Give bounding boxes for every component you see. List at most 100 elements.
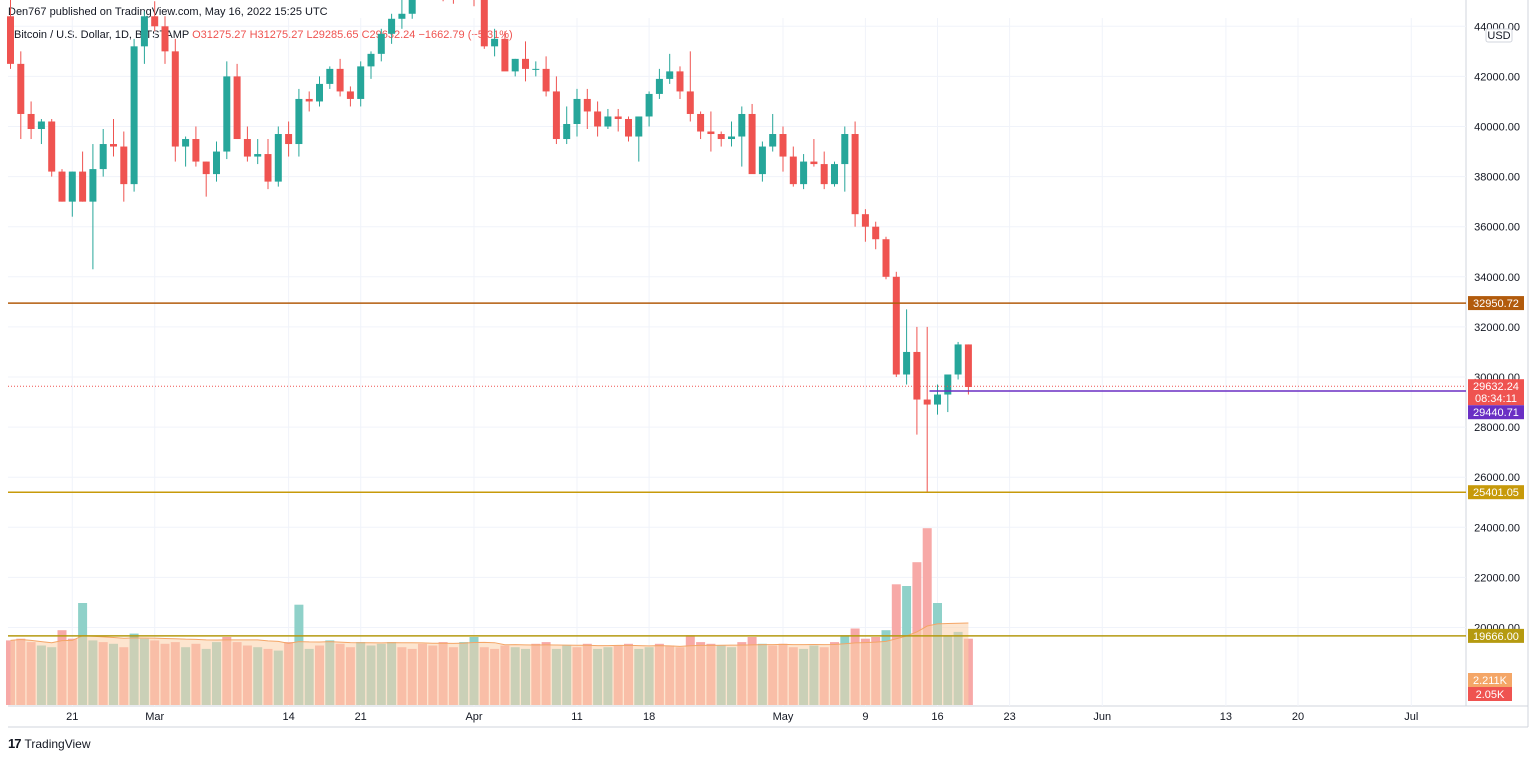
price-tags: 32950.72 25401.05 19666.00 29632.2408:34:11… xyxy=(1468,296,1524,701)
time-axis[interactable]: 21 Mar 14 21 Apr 11 18 May 9 16 23 Jun 13 20 Jul xyxy=(66,711,1418,723)
candle-body xyxy=(295,98,303,145)
volume-tag-label: 2.05K xyxy=(1476,689,1505,701)
candle-body xyxy=(68,171,76,202)
candle-body xyxy=(748,113,756,175)
candle-body xyxy=(882,239,890,277)
level-tag-label: 32950.72 xyxy=(1473,298,1519,310)
level-tag xyxy=(1468,628,1524,643)
volume-ma-area xyxy=(10,622,969,705)
candle-body xyxy=(110,144,117,147)
support-tag xyxy=(1468,405,1524,420)
volume-ma-line xyxy=(10,622,969,647)
candle-body xyxy=(37,121,45,130)
candle-body xyxy=(934,394,941,405)
candle-body xyxy=(89,169,97,202)
candle-body xyxy=(769,134,777,147)
candle-body xyxy=(140,16,148,47)
candle-body xyxy=(377,33,385,54)
price-tick-label: 36000.00 xyxy=(1474,222,1520,234)
candle-body xyxy=(707,131,715,135)
candle-body xyxy=(367,53,375,67)
price-tick-label: 34000.00 xyxy=(1474,272,1520,284)
candle-body xyxy=(511,58,519,72)
price-tick-label: 42000.00 xyxy=(1474,71,1520,83)
time-tick-label: Jun xyxy=(1093,711,1111,723)
level-tag-label: 19666.00 xyxy=(1473,631,1519,643)
high-value: H31275.27 xyxy=(249,29,304,41)
published-credit: Den767 published on TradingView.com, May… xyxy=(8,6,328,18)
price-tick-label: 24000.00 xyxy=(1474,522,1520,534)
candle-body xyxy=(923,399,931,405)
volume-tag xyxy=(1468,673,1512,687)
candle-body xyxy=(243,139,251,157)
candlesticks xyxy=(7,0,972,493)
candle-body xyxy=(944,374,952,395)
countdown-label: 08:34:11 xyxy=(1475,393,1517,405)
candle-body xyxy=(810,161,818,165)
candle-body xyxy=(666,71,674,79)
candle-body xyxy=(532,68,540,70)
time-tick-label: 18 xyxy=(643,711,655,723)
time-tick-label: 21 xyxy=(66,711,78,723)
candle-body xyxy=(254,154,262,157)
tradingview-footer[interactable]: 17 TradingView xyxy=(8,736,91,751)
candle-body xyxy=(58,171,66,202)
candle-body xyxy=(213,151,220,175)
candle-body xyxy=(202,161,210,175)
candle-body xyxy=(563,123,571,140)
low-value: L29285.65 xyxy=(306,29,359,41)
candle-body xyxy=(789,156,797,185)
candle-body xyxy=(604,116,612,127)
candle-body xyxy=(192,139,200,162)
candle-body xyxy=(954,344,962,375)
time-tick-label: May xyxy=(773,711,794,723)
candle-body xyxy=(274,134,282,182)
last-price-tag xyxy=(1468,379,1524,406)
open-value: O31275.27 xyxy=(192,29,247,41)
candle-body xyxy=(655,78,663,94)
time-tick-label: Mar xyxy=(145,711,164,723)
price-tick-label: 28000.00 xyxy=(1474,422,1520,434)
horizontal-levels xyxy=(8,302,1466,637)
candle-body xyxy=(285,134,293,145)
candle-body xyxy=(738,113,746,137)
candle-body xyxy=(305,98,313,102)
candle-body xyxy=(645,93,653,117)
candle-body xyxy=(7,16,14,64)
time-tick-label: 20 xyxy=(1292,711,1304,723)
candle-body xyxy=(861,214,869,227)
candle-body xyxy=(17,63,25,114)
level-tag-label: 25401.05 xyxy=(1473,487,1519,499)
price-axis[interactable]: 44000.0042000.0040000.0038000.0036000.00… xyxy=(1474,21,1520,634)
candle-body xyxy=(264,154,272,182)
candle-body xyxy=(831,164,838,185)
time-tick-label: 23 xyxy=(1003,711,1015,723)
candle-body xyxy=(552,91,560,140)
candle-body xyxy=(686,91,694,114)
candle-body xyxy=(388,18,396,34)
candle-body xyxy=(851,134,859,215)
price-tick-label: 32000.00 xyxy=(1474,322,1520,334)
support-tag-label: 29440.71 xyxy=(1473,407,1519,419)
tradingview-logo-icon: 17 xyxy=(8,736,22,751)
candle-body xyxy=(697,113,705,132)
candle-body xyxy=(408,0,416,14)
candle-body xyxy=(522,58,529,69)
candle-body xyxy=(151,16,159,27)
price-tick-label: 40000.00 xyxy=(1474,122,1520,134)
tradingview-brand: TradingView xyxy=(24,736,91,751)
level-tag xyxy=(1468,485,1524,500)
candle-body xyxy=(48,121,56,172)
candle-body xyxy=(800,161,808,185)
last-price-label: 29632.24 xyxy=(1473,381,1519,393)
candle-body xyxy=(27,113,35,130)
candle-body xyxy=(728,136,735,140)
time-tick-label: Apr xyxy=(465,711,482,723)
price-tick-label: 26000.00 xyxy=(1474,472,1520,484)
candle-body xyxy=(346,91,354,99)
candle-body xyxy=(491,38,499,47)
candle-body xyxy=(758,146,766,175)
time-tick-label: 9 xyxy=(862,711,868,723)
chart-grid xyxy=(8,0,1529,728)
